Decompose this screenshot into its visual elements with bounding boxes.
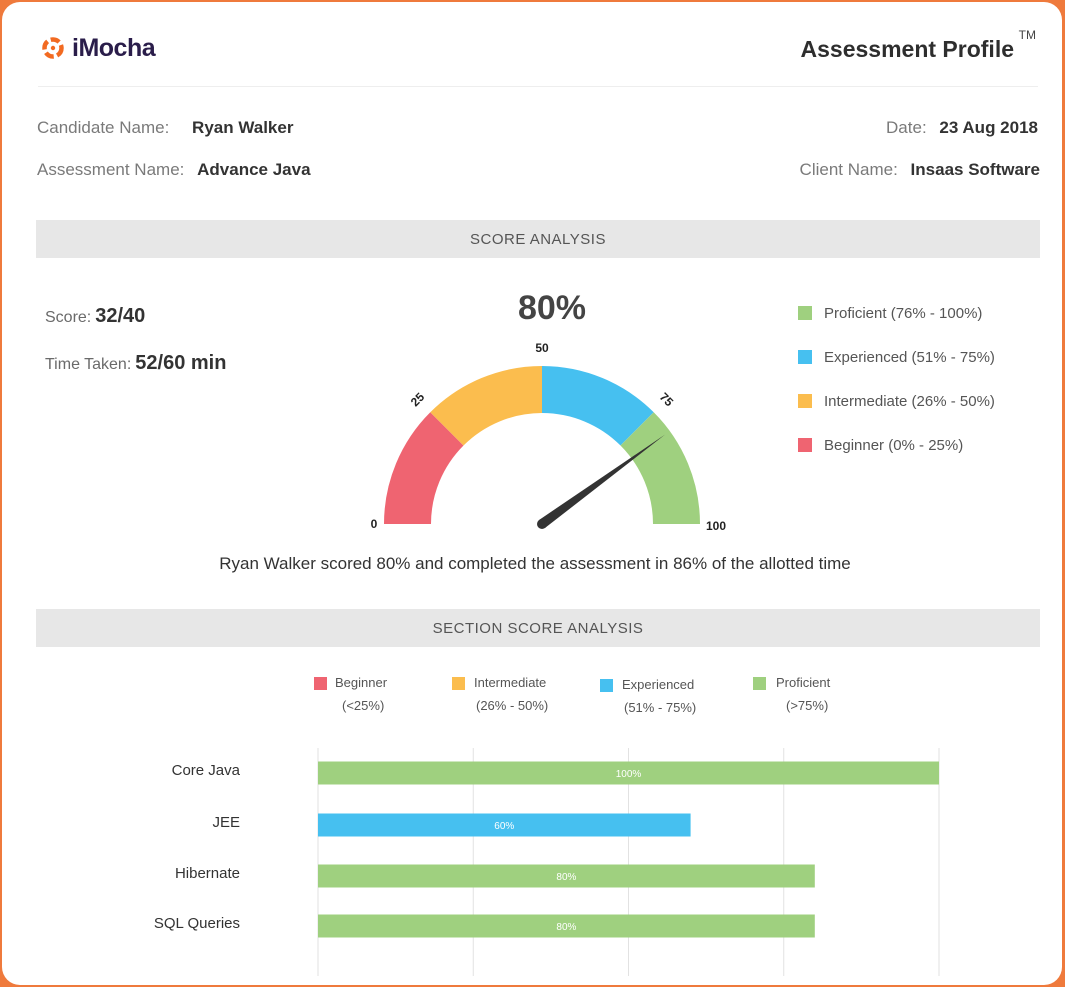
time-taken-value: 52/60 min — [135, 352, 227, 374]
assessment-name-value: Advance Java — [197, 160, 311, 179]
section-legend-proficient: Proficient — [776, 675, 831, 690]
report-title: Assessment Profile — [800, 36, 1014, 62]
intermediate-legend-label: Intermediate (26% - 50%) — [824, 392, 995, 410]
time-taken-label: Time Taken: — [45, 356, 132, 373]
gauge-tick-label-1: 25 — [408, 390, 428, 410]
proficient-swatch — [753, 677, 766, 690]
section-legend-intermediate: Intermediate — [474, 675, 547, 690]
candidate-name-value: Ryan Walker — [192, 118, 294, 137]
section-score-bar-chart: 100% 60% 80% 80% — [317, 748, 940, 976]
client-name-label: Client Name: — [799, 160, 898, 179]
score-gauge: 0 25 50 75 100 — [371, 342, 727, 533]
bar-value-label: 60% — [494, 821, 514, 832]
beginner-swatch — [798, 438, 812, 452]
bar-sql-queries — [318, 914, 815, 938]
legend-item-proficient: Proficient (76% - 100%) — [798, 302, 995, 324]
category-label: SQL Queries — [153, 915, 240, 932]
gauge-tick-label-0: 0 — [371, 517, 378, 531]
gauge-tick-label-3: 75 — [657, 390, 677, 410]
header-divider — [38, 86, 1038, 87]
trademark-mark: TM — [1018, 28, 1036, 42]
beginner-swatch — [314, 677, 327, 690]
section-score-heading: SECTION SCORE ANALYSIS — [36, 609, 1040, 647]
category-label: Hibernate — [174, 865, 240, 882]
imocha-logo-icon — [42, 37, 64, 59]
score-analysis-heading: SCORE ANALYSIS — [36, 220, 1040, 258]
legend-item-experienced: Experienced (51% - 75%) — [798, 346, 995, 368]
gauge-segment-2 — [542, 366, 654, 446]
section-legend-experienced-range: (51% - 75%) — [624, 700, 697, 715]
bar-value-label: 100% — [616, 769, 642, 780]
intermediate-swatch — [452, 677, 465, 690]
section-legend-experienced: Experienced — [622, 677, 695, 692]
bar-jee — [318, 813, 691, 837]
gauge-needle-hub — [537, 519, 547, 529]
intermediate-swatch — [798, 394, 812, 408]
date-value: 23 Aug 2018 — [939, 118, 1038, 137]
brand-name: iMocha — [72, 33, 156, 62]
gauge-tick-label-4: 100 — [706, 519, 726, 533]
experienced-swatch — [798, 350, 812, 364]
client-name-value: Insaas Software — [910, 160, 1040, 179]
score-legend: Proficient (76% - 100%) Experienced (51%… — [798, 302, 995, 478]
date-label: Date: — [886, 118, 927, 137]
experienced-swatch — [600, 679, 613, 692]
candidate-name-row: Candidate Name: Ryan Walker — [37, 118, 293, 138]
client-name-row: Client Name: Insaas Software — [800, 160, 1040, 180]
section-legend-intermediate-range: (26% - 50%) — [476, 698, 549, 713]
section-legend-beginner: Beginner — [335, 675, 388, 690]
score-label: Score: — [45, 309, 92, 326]
category-label: Core Java — [171, 762, 240, 779]
imocha-logo: iMocha — [40, 33, 156, 63]
section-legend-beginner-range: (<25%) — [342, 698, 385, 713]
section-legend-proficient-range: (>75%) — [786, 698, 829, 713]
category-label: JEE — [212, 814, 240, 831]
legend-item-beginner: Beginner (0% - 25%) — [798, 434, 995, 456]
bar-value-label: 80% — [556, 922, 576, 933]
gauge-tick-label-2: 50 — [535, 342, 549, 355]
score-value: 32/40 — [95, 305, 146, 327]
bar-core-java — [318, 761, 939, 785]
candidate-name-label: Candidate Name: — [37, 118, 170, 137]
assessment-name-label: Assessment Name: — [37, 160, 185, 179]
legend-item-intermediate: Intermediate (26% - 50%) — [798, 390, 995, 412]
gauge-segment-0 — [384, 412, 464, 524]
experienced-legend-label: Experienced (51% - 75%) — [824, 348, 995, 366]
overall-percent: 80% — [517, 289, 587, 327]
beginner-legend-label: Beginner (0% - 25%) — [824, 436, 964, 454]
time-taken-stat: Time Taken: 52/60 min — [45, 352, 226, 375]
gauge-segment-3 — [620, 412, 700, 524]
assessment-name-row: Assessment Name: Advance Java — [37, 160, 311, 180]
score-stat: Score: 32/40 — [45, 305, 145, 328]
proficient-legend-label: Proficient (76% - 100%) — [824, 304, 983, 322]
score-summary: Ryan Walker scored 80% and completed the… — [219, 554, 851, 573]
gauge-needle — [539, 434, 665, 529]
bar-value-label: 80% — [556, 872, 576, 883]
gauge-segment-1 — [430, 366, 542, 446]
date-row: Date: 23 Aug 2018 — [886, 118, 1038, 138]
bar-hibernate — [318, 864, 815, 888]
proficient-swatch — [798, 306, 812, 320]
